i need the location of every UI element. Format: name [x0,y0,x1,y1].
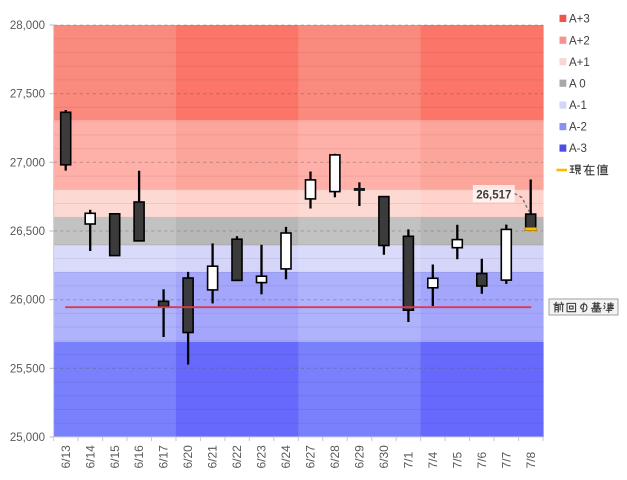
svg-text:A-3: A-3 [569,143,587,155]
svg-text:A+2: A+2 [569,35,590,47]
svg-text:6/14: 6/14 [83,445,97,469]
svg-text:26,500: 26,500 [10,226,45,238]
svg-text:6/15: 6/15 [108,445,122,469]
svg-text:6/30: 6/30 [377,445,391,469]
svg-text:25,000: 25,000 [10,432,45,444]
svg-text:A 0: A 0 [569,78,586,90]
svg-text:A-1: A-1 [569,100,587,112]
svg-text:25,500: 25,500 [10,363,45,375]
svg-text:6/28: 6/28 [328,445,342,469]
svg-text:7/4: 7/4 [426,451,440,468]
svg-text:7/8: 7/8 [524,451,538,468]
svg-text:A-2: A-2 [569,122,587,134]
svg-text:A+1: A+1 [569,57,590,69]
svg-text:27,500: 27,500 [10,89,45,101]
svg-text:26,517: 26,517 [476,190,511,202]
svg-text:7/6: 7/6 [475,451,489,468]
svg-text:26,000: 26,000 [10,295,45,307]
svg-text:27,000: 27,000 [10,157,45,169]
svg-text:A+3: A+3 [569,14,590,26]
svg-text:7/1: 7/1 [401,451,415,468]
svg-text:28,000: 28,000 [10,20,45,32]
svg-text:6/24: 6/24 [279,445,293,469]
svg-text:6/21: 6/21 [206,445,220,469]
svg-text:6/20: 6/20 [181,445,195,469]
svg-text:6/13: 6/13 [59,445,73,469]
svg-text:6/22: 6/22 [230,445,244,469]
svg-text:7/5: 7/5 [450,451,464,468]
svg-text:6/29: 6/29 [353,445,367,469]
svg-text:7/7: 7/7 [499,451,513,468]
svg-text:6/17: 6/17 [157,445,171,469]
svg-text:6/27: 6/27 [304,445,318,469]
svg-text:6/23: 6/23 [255,445,269,469]
svg-text:6/16: 6/16 [132,445,146,469]
